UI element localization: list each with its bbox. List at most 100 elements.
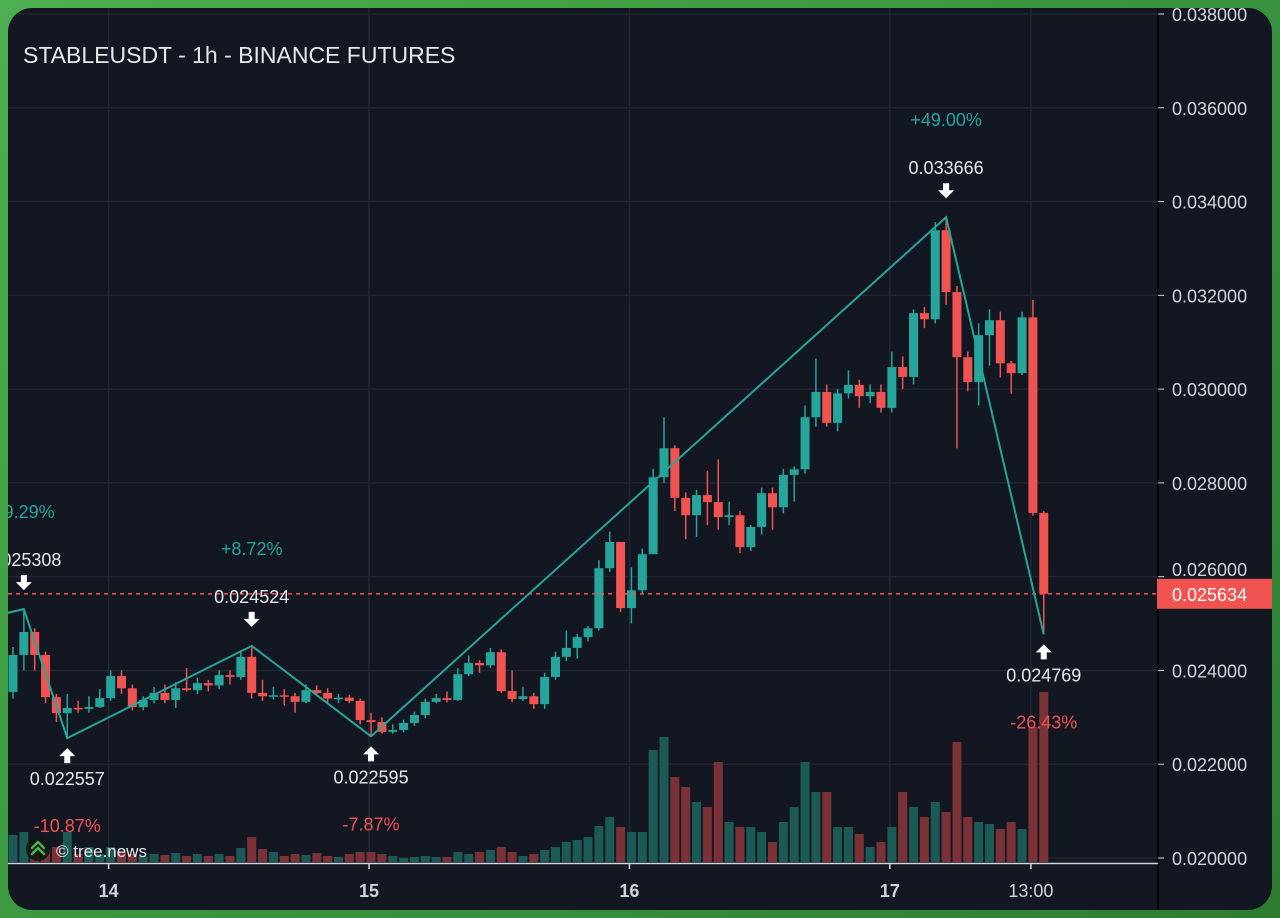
volume-bar bbox=[323, 856, 333, 862]
candle-down bbox=[616, 541, 626, 612]
candle-down bbox=[681, 492, 691, 540]
candle-down bbox=[1006, 360, 1016, 394]
candle-body bbox=[898, 367, 908, 377]
volume-bar bbox=[1017, 829, 1027, 862]
candle-down bbox=[702, 471, 712, 526]
volume-bar bbox=[334, 857, 343, 862]
candle-up bbox=[724, 501, 734, 526]
time-tick-label: 16 bbox=[619, 881, 639, 901]
volume-bar bbox=[789, 807, 799, 862]
candle-body bbox=[681, 497, 691, 516]
volume-bar bbox=[887, 827, 897, 862]
volume-bar bbox=[290, 854, 300, 862]
candle-down bbox=[258, 679, 268, 701]
volume-bar bbox=[974, 822, 984, 862]
candle-body bbox=[138, 699, 148, 708]
candle-up bbox=[757, 487, 767, 535]
candle-body bbox=[995, 320, 1005, 364]
candle-body bbox=[8, 654, 18, 693]
candle-body bbox=[778, 474, 788, 508]
candle-down bbox=[898, 356, 908, 390]
volume-bar bbox=[865, 847, 875, 862]
last-price-tag-value: 0.025634 bbox=[1172, 585, 1247, 605]
candle-body bbox=[225, 675, 235, 678]
candle-body bbox=[876, 391, 886, 408]
volume-bar bbox=[95, 854, 105, 862]
candle-up bbox=[930, 222, 940, 324]
volume-bar bbox=[106, 847, 116, 862]
pivot-change-label: +49.00% bbox=[910, 110, 982, 130]
volume-bars bbox=[8, 692, 1049, 862]
candle-up bbox=[626, 567, 636, 624]
pivot-change-label: +9.29% bbox=[0, 502, 55, 522]
volume-bar bbox=[746, 827, 756, 862]
volume-bar bbox=[605, 817, 615, 862]
volume-bar bbox=[648, 750, 658, 862]
candle-up bbox=[572, 633, 582, 659]
price-axis[interactable]: 0.020000 0.022000 0.024000 0.026000 0.028000… bbox=[1158, 5, 1247, 869]
candle-body bbox=[941, 230, 951, 293]
candle-down bbox=[919, 307, 929, 329]
volume-bar bbox=[941, 812, 951, 862]
candle-down bbox=[41, 651, 51, 704]
candle-up bbox=[561, 630, 571, 662]
price-tick-label: 0.020000 bbox=[1172, 849, 1247, 869]
candle-down bbox=[247, 645, 257, 699]
volume-bar bbox=[735, 827, 745, 862]
candle-up bbox=[95, 689, 105, 708]
candle-body bbox=[171, 688, 181, 700]
candle-down bbox=[1039, 511, 1049, 635]
pivot-change-label: -10.87% bbox=[34, 816, 101, 836]
candle-up bbox=[192, 677, 202, 694]
candle-body bbox=[616, 541, 626, 609]
candle-down bbox=[290, 692, 300, 713]
candle-up bbox=[138, 696, 148, 711]
volume-bar bbox=[833, 827, 843, 862]
candle-body bbox=[637, 554, 647, 591]
candle-down bbox=[73, 700, 83, 713]
candle-up bbox=[583, 625, 593, 642]
candle-body bbox=[442, 698, 452, 700]
candle-down bbox=[822, 384, 832, 427]
volume-bar bbox=[724, 822, 734, 862]
candle-body bbox=[95, 698, 105, 708]
volume-bar bbox=[19, 832, 29, 862]
volume-bar bbox=[1028, 727, 1038, 862]
volume-bar bbox=[73, 854, 83, 862]
candle-up bbox=[605, 531, 615, 572]
volume-bar bbox=[757, 832, 767, 862]
time-tick-label: 13:00 bbox=[1008, 881, 1053, 901]
pivot-high: 0.033666 +49.00% bbox=[909, 110, 984, 199]
candle-up bbox=[648, 468, 658, 555]
candle-body bbox=[496, 652, 506, 692]
volume-bar bbox=[854, 834, 864, 862]
volume-bar bbox=[985, 824, 994, 862]
time-axis[interactable]: 14 15 16 17 13:00 bbox=[99, 863, 1054, 901]
arrow-up-icon bbox=[59, 748, 76, 764]
candle-up bbox=[909, 309, 919, 385]
volume-bar bbox=[811, 792, 821, 862]
double-chevron-up-icon bbox=[30, 840, 46, 856]
volume-bar bbox=[496, 847, 506, 862]
candle-body bbox=[648, 477, 658, 555]
volume-bar bbox=[8, 835, 18, 862]
candle-up bbox=[431, 693, 441, 704]
candle-body bbox=[626, 590, 636, 609]
candle-up bbox=[692, 489, 702, 537]
chart-title: STABLEUSDT - 1h - BINANCE FUTURES bbox=[23, 42, 455, 68]
volume-bar bbox=[529, 854, 539, 862]
pivot-change-label: -26.43% bbox=[1010, 712, 1077, 732]
candle-up bbox=[594, 560, 604, 631]
volume-bar bbox=[561, 842, 571, 862]
arrow-down-icon bbox=[243, 611, 260, 627]
candle-body bbox=[19, 631, 29, 655]
candle-up bbox=[19, 609, 29, 671]
candle-down bbox=[366, 712, 376, 737]
volume-bar bbox=[659, 737, 669, 862]
candle-body bbox=[73, 707, 83, 710]
volume-bar bbox=[388, 856, 398, 862]
candle-up bbox=[746, 525, 756, 551]
candle-body bbox=[355, 700, 365, 721]
volume-bar bbox=[225, 856, 235, 862]
